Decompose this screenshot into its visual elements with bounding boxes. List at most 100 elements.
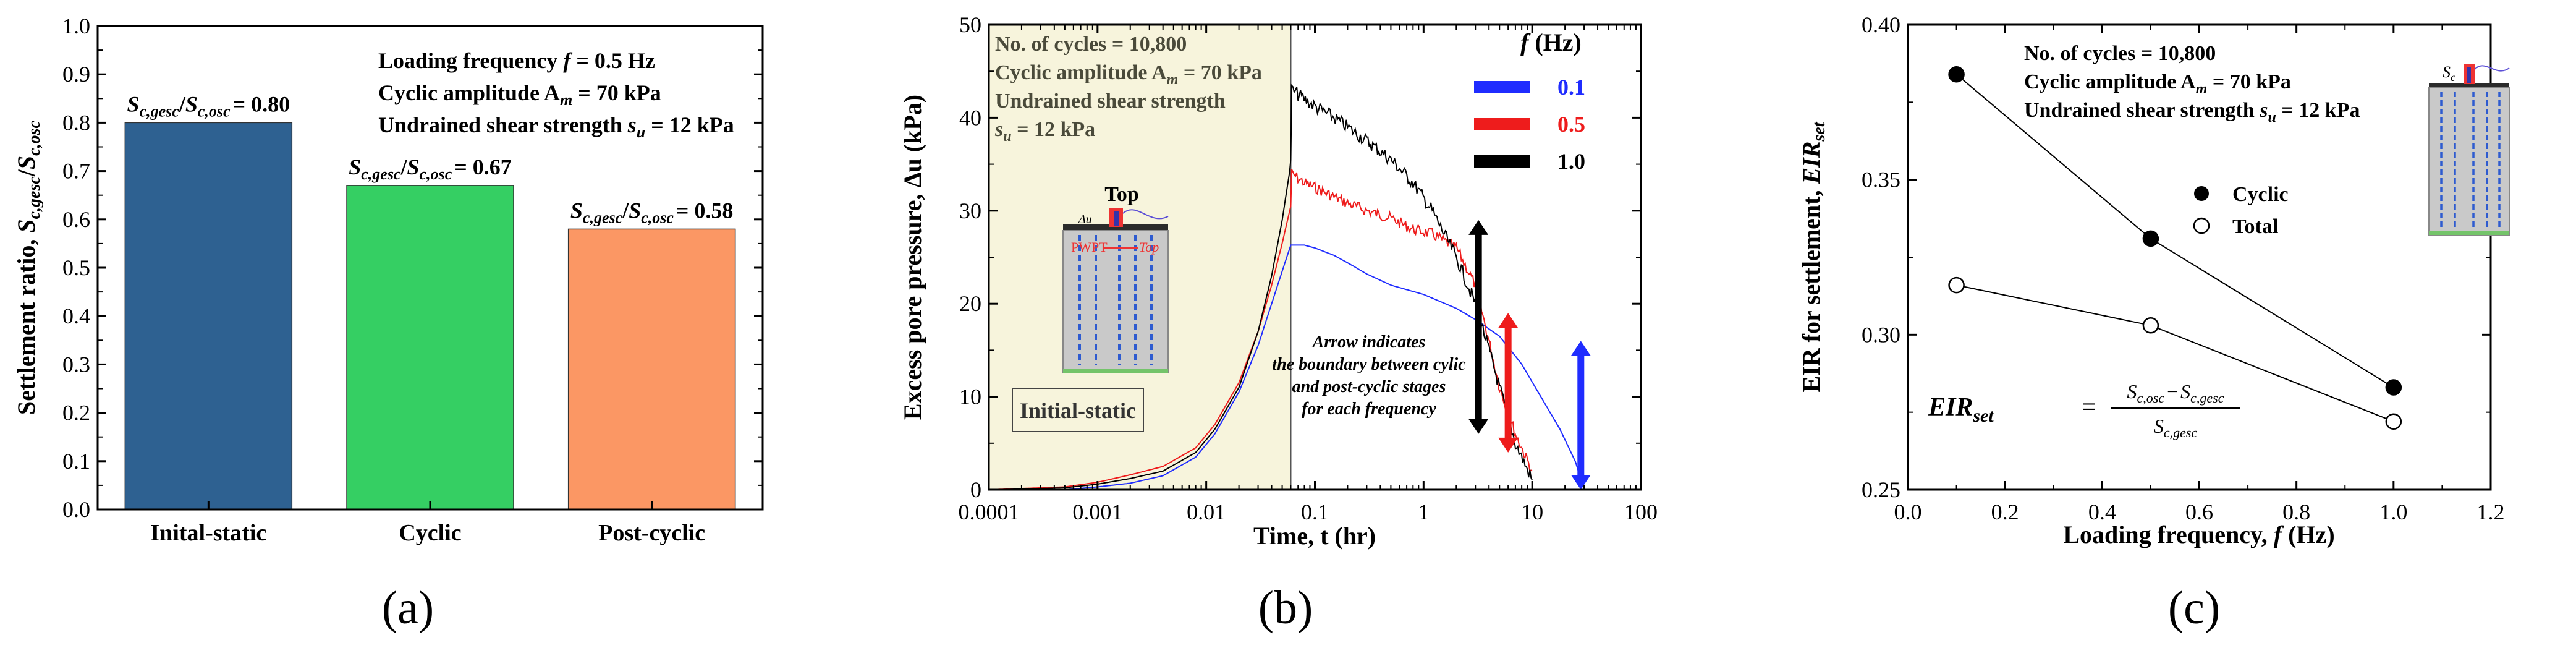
y-tick-label-c: 0.30 [1862, 322, 1900, 347]
panel-label-a: (a) [381, 582, 434, 634]
inset-schematic-c: Sc [2428, 63, 2510, 236]
annotation-b-0: No. of cycles = 10,800 [995, 33, 1187, 56]
boundary-arrow-1.0 [1468, 220, 1489, 434]
y-tick-label-a: 0.6 [62, 207, 90, 232]
y-tick-label-b: 10 [959, 385, 981, 409]
x-axis-label-b: Time, t (hr) [1253, 522, 1376, 550]
chart-c: 0.25 0.30 0.35 0.40 0.0 0.2 0.4 0.6 0.8 1.0 1.2 N… [1797, 12, 2510, 548]
y-tick-label-a: 1.0 [62, 14, 90, 38]
annotation-a-0: Loading frequency f = 0.5 Hz [378, 48, 655, 73]
x-tick-label-b: 1 [1418, 500, 1429, 524]
eir-formula: EIRset = Sc,osc − Sc,gesc Sc,gesc [1928, 380, 2240, 440]
legend-label-cyclic: Cyclic [2232, 183, 2289, 206]
data-point-total [2142, 317, 2159, 334]
inset-top-label-2: Top [1139, 239, 1159, 255]
inset-sc-label: Sc [2443, 63, 2455, 83]
y-tick-label-b: 50 [959, 12, 981, 37]
y-tick-label-c: 0.25 [1862, 477, 1900, 502]
y-tick-label-a: 0.5 [62, 255, 90, 280]
x-tick-label-b: 0.001 [1072, 500, 1122, 524]
x-tick-label-b: 0.0001 [959, 500, 1020, 524]
annotation-c-1: Cyclic amplitude Am = 70 kPa [2024, 70, 2291, 97]
legend-label-0.5: 0.5 [1557, 112, 1585, 137]
panel-a: 0.0 0.1 0.2 0.3 0.4 0.5 0.6 0.7 0.8 0.9 1.0 Inital… [0, 0, 779, 569]
inset-schematic-b: Top Δu PWPT Top [1062, 183, 1169, 373]
legend-label-1.0: 1.0 [1557, 149, 1585, 174]
annotation-a-1: Cyclic amplitude Am = 70 kPa [378, 80, 661, 109]
annotation-a-2: Undrained shear strength su = 12 kPa [378, 113, 734, 141]
x-tick-label-a: Post-cyclic [598, 520, 705, 546]
inset-pwpt-label: PWPT [1071, 239, 1108, 255]
x-tick-label-a: Inital-static [150, 520, 266, 546]
inset-top-label: Top [1104, 183, 1138, 206]
x-tick-label-a: Cyclic [399, 520, 461, 546]
bar-label-a: Sc,gesc/Sc,osc = 0.58 [570, 198, 734, 226]
annotation-b-3: su = 12 kPa [994, 118, 1095, 145]
data-point-cyclic [1948, 66, 1965, 83]
x-tick-label-b: 0.1 [1301, 500, 1329, 524]
y-tick-label-b: 20 [959, 291, 981, 316]
data-point-total [1948, 276, 1965, 294]
y-axis-label-c: EIR for settlement, EIRset [1797, 121, 1829, 392]
chart-b: 0 10 20 30 40 50 0.0001 0.001 0.01 0.1 1 10 100 No.… [899, 12, 1658, 550]
annotation-c-2: Undrained shear strength su = 12 kPa [2024, 99, 2360, 126]
legend-swatch-1.0 [1474, 155, 1530, 168]
arrow-note-line-3: for each frequency [1302, 399, 1436, 419]
legend-marker-cyclic [2194, 186, 2209, 201]
y-tick-label-a: 0.0 [62, 497, 90, 522]
y-tick-label-b: 0 [970, 477, 981, 502]
x-tick-label-b: 10 [1521, 500, 1543, 524]
chart-a: 0.0 0.1 0.2 0.3 0.4 0.5 0.6 0.7 0.8 0.9 1.0 Inital… [12, 14, 764, 546]
legend-label-total: Total [2232, 215, 2278, 238]
y-tick-label-a: 0.7 [62, 159, 90, 184]
svg-text:Sc,gesc: Sc,gesc [2154, 415, 2198, 440]
x-tick-label-b: 100 [1624, 500, 1658, 524]
y-tick-label-a: 0.3 [62, 352, 90, 377]
legend-swatch-0.5 [1474, 118, 1530, 130]
initial-static-label-box: Initial-static [1012, 388, 1144, 432]
panel-c: 0.25 0.30 0.35 0.40 0.0 0.2 0.4 0.6 0.8 1.0 1.2 N… [1780, 0, 2576, 569]
panel-label-c: (c) [2167, 582, 2221, 634]
annotation-b-2: Undrained shear strength [995, 90, 1226, 113]
y-tick-label-a: 0.8 [62, 110, 90, 135]
x-tick-label-c: 0.0 [1894, 500, 1922, 524]
y-axis-label-a: Settlement ratio, Sc,gesc/Sc,osc [12, 120, 44, 414]
y-tick-label-a: 0.1 [62, 449, 90, 474]
inset-du-label: Δu [1078, 213, 1092, 226]
boundary-arrow-0.5 [1498, 313, 1519, 453]
x-axis-label-c: Loading frequency, f (Hz) [2063, 521, 2334, 548]
y-axis-label-b: Excess pore pressure, Δu (kPa) [899, 95, 926, 420]
data-point-total [2385, 413, 2402, 430]
svg-text:Initial-static: Initial-static [1020, 398, 1136, 423]
legend-c: Cyclic Total [2193, 183, 2289, 238]
x-tick-label-c: 0.8 [2282, 500, 2310, 524]
data-point-cyclic [2142, 230, 2159, 247]
legend-title-b: f (Hz) [1520, 28, 1582, 56]
x-tick-label-b: 0.01 [1187, 500, 1226, 524]
y-tick-label-c: 0.40 [1862, 12, 1900, 37]
bar-label-a: Sc,gesc/Sc,osc = 0.80 [127, 92, 290, 120]
y-tick-label-c: 0.35 [1862, 168, 1900, 192]
x-tick-label-c: 0.6 [2185, 500, 2213, 524]
x-tick-label-c: 1.2 [2477, 500, 2505, 524]
boundary-arrow-0.1 [1570, 341, 1591, 490]
svg-text:=: = [2082, 393, 2096, 422]
data-point-cyclic [2385, 379, 2402, 396]
bar-inital-static [124, 122, 293, 510]
x-tick-label-c: 1.0 [2379, 500, 2407, 524]
x-tick-label-c: 0.2 [1991, 500, 2019, 524]
panel-b: 0 10 20 30 40 50 0.0001 0.001 0.01 0.1 1 10 100 No.… [865, 0, 1681, 569]
arrow-note-line-0: Arrow indicates [1311, 333, 1426, 352]
panel-label-b: (b) [1258, 582, 1313, 634]
annotation-c-0: No. of cycles = 10,800 [2024, 42, 2216, 65]
svg-text:Sc,osc−Sc,gesc: Sc,osc − Sc,gesc [2127, 380, 2224, 406]
y-tick-label-b: 30 [959, 198, 981, 223]
arrow-note-line-2: and post-cyclic stages [1292, 377, 1446, 396]
y-tick-label-b: 40 [959, 105, 981, 130]
legend-swatch-0.1 [1474, 81, 1530, 93]
y-tick-label-a: 0.9 [62, 62, 90, 87]
y-tick-label-a: 0.4 [62, 304, 90, 328]
bar-cyclic [346, 185, 514, 510]
svg-text:EIRset: EIRset [1928, 393, 1994, 426]
y-tick-label-a: 0.2 [62, 401, 90, 425]
